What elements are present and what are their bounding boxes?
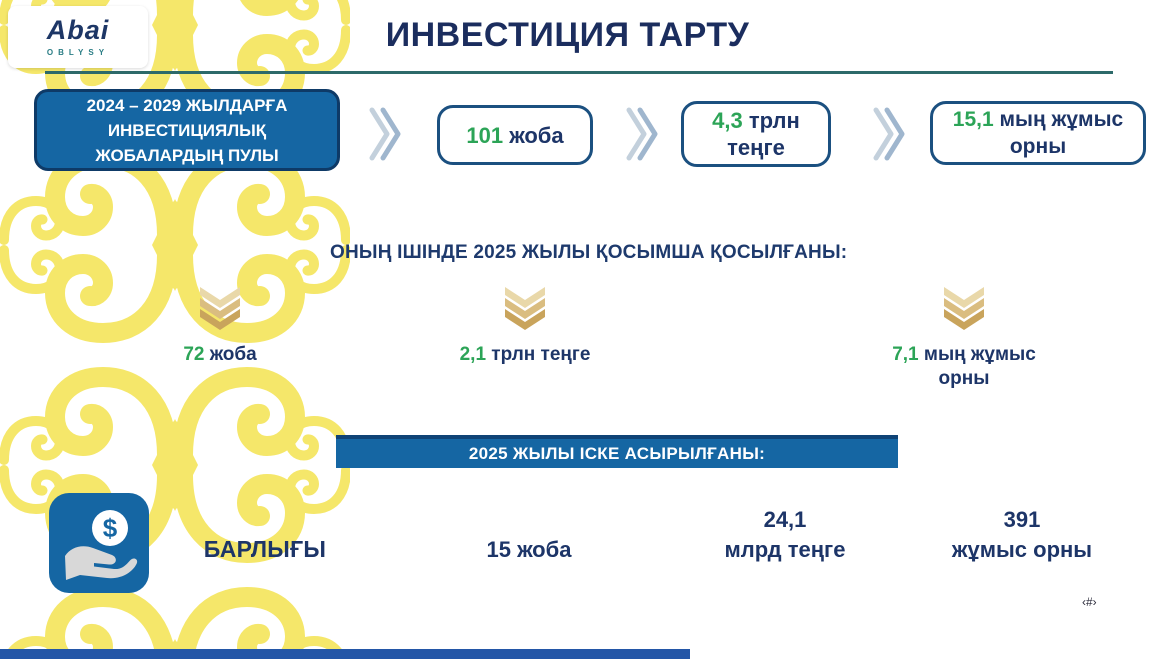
pool-title-box: 2024 – 2029 ЖЫЛДАРҒА ИНВЕСТИЦИЯЛЫҚ ЖОБАЛ… [34, 89, 340, 171]
added-investment-value: 2,1 [459, 344, 487, 365]
page-title: ИНВЕСТИЦИЯ ТАРТУ [385, 16, 750, 54]
double-chevron-icon [626, 107, 658, 161]
stat-projects-value: 101 [466, 122, 504, 148]
logo-subtitle: OBLYSY [46, 48, 110, 57]
stat-jobs-label: мың жұмыс орны [999, 108, 1124, 158]
double-chevron-icon [369, 107, 401, 161]
added-investment-label: трлн теңге [491, 344, 591, 365]
pool-line-3: ЖОБАЛАРДЫҢ ПУЛЫ [95, 145, 279, 165]
stat-investment-label: трлн теңге [727, 108, 800, 160]
stat-investment-value: 4,3 [712, 108, 743, 133]
logo-brand: Abai [46, 15, 110, 45]
svg-text:$: $ [103, 513, 118, 543]
double-chevron-icon [873, 107, 905, 161]
added-jobs-value: 7,1 [892, 344, 919, 365]
total-jobs-line1: 391 [1003, 507, 1041, 532]
total-investment-line1: 24,1 [763, 507, 807, 532]
down-arrow-icon [944, 287, 984, 330]
total-investment: 24,1 млрд теңге [699, 503, 871, 565]
slide-number: ‹#› [1082, 595, 1097, 609]
header-divider [45, 71, 1113, 74]
added-jobs: 7,1 мың жұмыс орны [884, 286, 1044, 391]
bottom-accent-bar [0, 649, 690, 659]
added-projects-value: 72 [183, 344, 205, 365]
realized-2025-banner: 2025 ЖЫЛЫ ІСКЕ АСЫРЫЛҒАНЫ: [336, 435, 898, 468]
stat-projects-box: 101 жоба [437, 105, 593, 165]
total-projects: 15 жоба [444, 503, 614, 565]
total-label: БАРЛЫҒЫ [203, 536, 327, 562]
stat-investment-box: 4,3 трлн теңге [681, 101, 831, 167]
down-arrow-icon [200, 287, 240, 330]
added-projects-label: жоба [209, 344, 257, 365]
added-projects: 72 жоба [140, 286, 300, 367]
stat-projects-label: жоба [509, 122, 564, 148]
abai-oblysy-logo: Abai OBLYSY [8, 6, 148, 68]
stat-jobs-value: 15,1 [952, 108, 994, 131]
total-jobs-line2: жұмыс орны [951, 537, 1093, 562]
hand-money-icon: $ [49, 493, 149, 593]
added-investment: 2,1 трлн теңге [445, 286, 605, 367]
total-investment-line2: млрд теңге [724, 537, 846, 562]
total-projects-line2: 15 жоба [486, 537, 572, 562]
pool-line-2: ИНВЕСТИЦИЯЛЫҚ [107, 120, 267, 140]
added-2025-heading: ОНЫҢ ІШІНДЕ 2025 ЖЫЛЫ ҚОСЫМША ҚОСЫЛҒАНЫ: [330, 242, 848, 263]
down-arrow-icon [505, 287, 545, 330]
pool-line-1: 2024 – 2029 ЖЫЛДАРҒА [86, 95, 288, 115]
total-jobs: 391 жұмыс орны [934, 503, 1110, 565]
stat-jobs-box: 15,1 мың жұмыс орны [930, 101, 1146, 165]
added-jobs-label: мың жұмыс орны [923, 344, 1036, 389]
